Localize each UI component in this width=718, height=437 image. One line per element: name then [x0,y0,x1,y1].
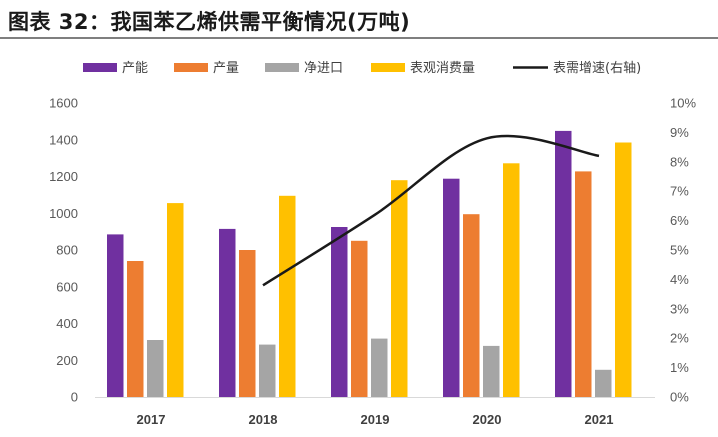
bar-net_import-2018 [259,344,276,397]
bar-output-2020 [463,214,480,397]
right-tick-label: 8% [670,154,689,169]
left-tick-label: 1600 [49,96,78,111]
legend-swatch-consumption [371,63,405,72]
left-tick-label: 1000 [49,206,78,221]
bar-output-2019 [351,240,368,397]
legend-label-net-import: 净进口 [304,61,343,76]
right-tick-label: 4% [670,272,689,287]
legend-label-output: 产量 [213,61,239,76]
right-tick-label: 6% [670,213,689,228]
category-label: 2021 [585,412,614,427]
bar-capacity-2018 [219,228,236,397]
legend-label-growth-line: 表需增速(右轴) [553,61,641,76]
right-tick-label: 1% [670,360,689,375]
bar-consumption-2019 [391,180,408,397]
bar-consumption-2018 [279,195,296,397]
legend-label-capacity: 产能 [122,61,148,76]
bar-net_import-2021 [595,369,612,397]
right-tick-label: 3% [670,301,689,316]
legend-label-consumption: 表观消费量 [410,61,475,76]
bar-net_import-2020 [483,345,500,397]
right-tick-label: 0% [670,390,689,405]
category-label: 2020 [473,412,502,427]
bar-output-2018 [239,250,256,397]
right-tick-label: 2% [670,331,689,346]
category-labels: 2017 2018 2019 2020 2021 [137,412,614,427]
legend-swatch-output [174,63,208,72]
bar-net_import-2017 [147,340,164,397]
bar-capacity-2021 [555,130,572,397]
category-label: 2017 [137,412,166,427]
left-tick-label: 800 [56,243,78,258]
bar-net_import-2019 [371,338,388,397]
bar-capacity-2020 [443,178,460,397]
right-axis: 0% 1% 2% 3% 4% 5% 6% 7% 8% 9% 10% [670,96,696,405]
figure-title: 图表 32：我国苯乙烯供需平衡情况(万吨) [8,10,411,34]
right-tick-label: 9% [670,125,689,140]
left-tick-label: 200 [56,353,78,368]
legend: 产能 产量 净进口 表观消费量 表需增速(右轴) [83,61,641,76]
category-label: 2019 [361,412,390,427]
right-tick-label: 7% [670,184,689,199]
title-divider [0,37,718,39]
left-tick-label: 1200 [49,169,78,184]
bar-output-2021 [575,171,592,397]
right-tick-label: 10% [670,96,696,111]
legend-swatch-net-import [265,63,299,72]
category-label: 2018 [249,412,278,427]
left-tick-label: 0 [71,390,78,405]
left-axis: 0 200 400 600 800 1000 1200 1400 1600 [49,96,78,405]
bar-consumption-2021 [615,142,632,397]
bar-consumption-2017 [167,203,184,397]
growth-line [262,134,600,287]
left-tick-label: 600 [56,279,78,294]
left-tick-label: 400 [56,316,78,331]
right-tick-label: 5% [670,243,689,258]
bar-capacity-2017 [107,234,124,397]
bar-consumption-2020 [503,163,520,397]
bar-capacity-2019 [331,227,348,397]
bar-output-2017 [127,261,144,397]
left-tick-label: 1400 [49,132,78,147]
bar-series [107,130,632,397]
legend-swatch-capacity [83,63,117,72]
